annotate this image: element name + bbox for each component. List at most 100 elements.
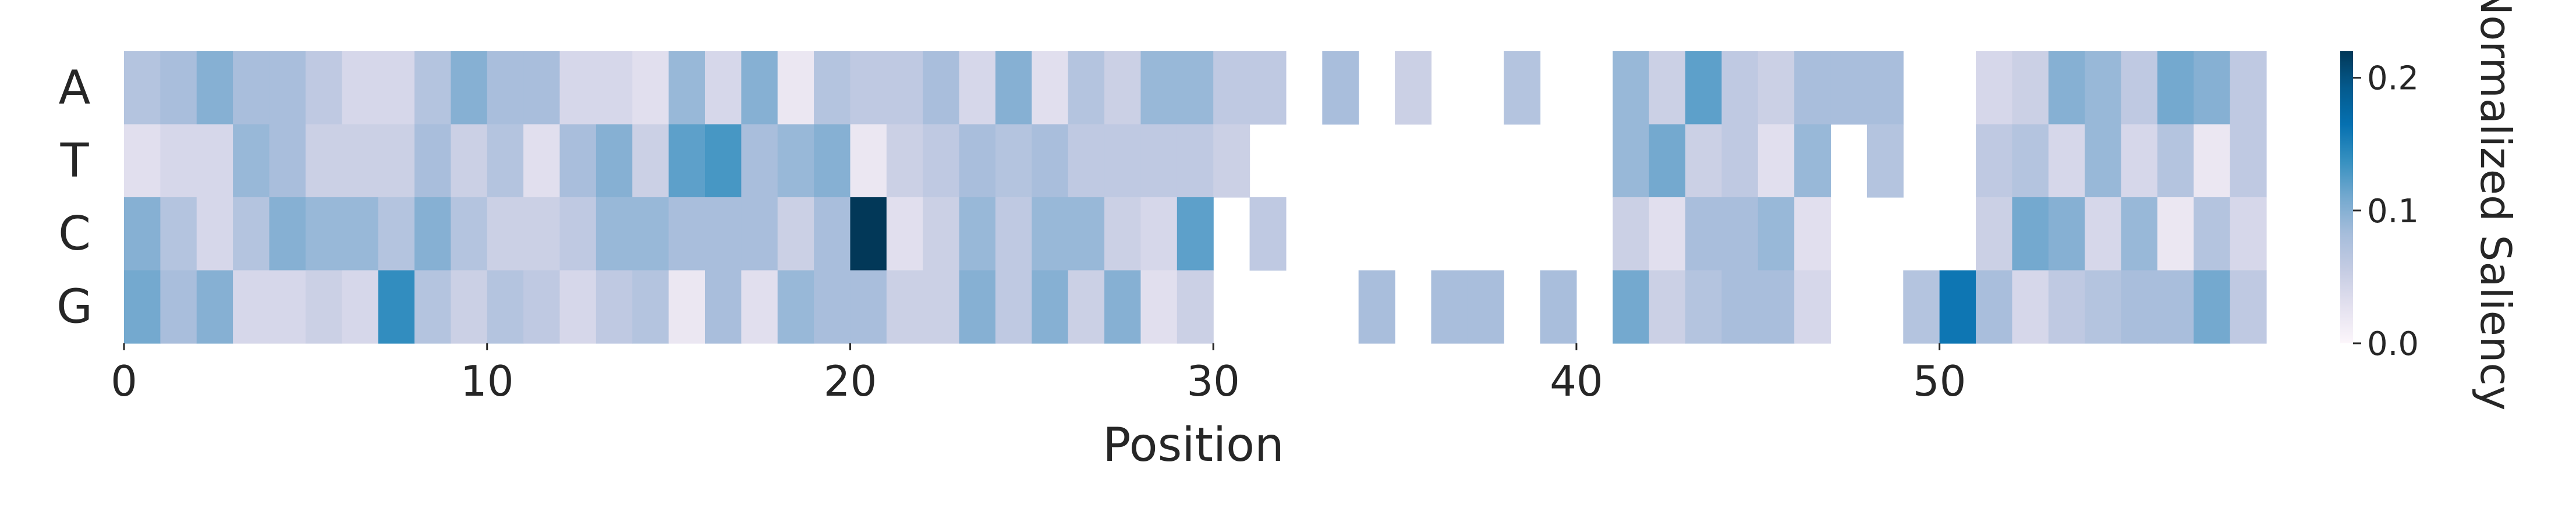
heatmap-cell-A-47 (1830, 51, 1868, 125)
heatmap-cell-T-57 (2194, 124, 2231, 198)
heatmap-cell-T-48 (1866, 124, 1904, 198)
heatmap-cell-C-46 (1794, 197, 1831, 271)
row-label-C: C (58, 207, 91, 261)
heatmap-cell-T-9 (451, 124, 488, 198)
heatmap-cell-G-42 (1649, 270, 1686, 344)
heatmap-cell-G-27 (1104, 270, 1142, 344)
heatmap-cell-A-31 (1249, 51, 1287, 125)
heatmap-cell-C-58 (2230, 197, 2267, 271)
heatmap-cell-T-11 (523, 124, 561, 198)
heatmap-cell-G-1 (160, 270, 197, 344)
heatmap-cell-G-10 (487, 270, 524, 344)
heatmap-cell-G-20 (850, 270, 887, 344)
heatmap-cell-A-53 (2048, 51, 2085, 125)
heatmap-cell-C-3 (233, 197, 270, 271)
heatmap-cell-G-37 (1467, 270, 1504, 344)
heatmap-cell-T-8 (414, 124, 451, 198)
heatmap-cell-A-21 (886, 51, 923, 125)
heatmap-cell-G-0 (124, 270, 161, 344)
heatmap-cell-C-14 (632, 197, 669, 271)
x-tick-label-10: 10 (460, 357, 514, 406)
heatmap-cell-C-5 (305, 197, 342, 271)
heatmap-cell-T-58 (2230, 124, 2267, 198)
heatmap-cell-G-44 (1721, 270, 1759, 344)
heatmap-cells (124, 51, 2267, 344)
heatmap-cell-C-1 (160, 197, 197, 271)
heatmap-cell-G-9 (451, 270, 488, 344)
heatmap-cell-C-44 (1721, 197, 1759, 271)
heatmap-cell-A-27 (1104, 51, 1142, 125)
heatmap-cell-A-10 (487, 51, 524, 125)
heatmap-cell-C-29 (1177, 197, 1214, 271)
heatmap-cell-T-26 (1068, 124, 1105, 198)
heatmap-cell-A-13 (596, 51, 633, 125)
heatmap-cell-C-52 (2012, 197, 2049, 271)
heatmap-cell-T-54 (2085, 124, 2122, 198)
heatmap-cell-T-20 (850, 124, 887, 198)
heatmap-cell-T-42 (1649, 124, 1686, 198)
heatmap-cell-G-15 (668, 270, 706, 344)
heatmap-cell-T-12 (559, 124, 597, 198)
heatmap-cell-A-19 (814, 51, 851, 125)
heatmap-cell-C-45 (1758, 197, 1795, 271)
heatmap-cell-G-12 (559, 270, 597, 344)
x-tick-label-50: 50 (1913, 357, 1966, 406)
heatmap-cell-C-41 (1613, 197, 1650, 271)
heatmap-cell-A-38 (1504, 51, 1541, 125)
heatmap-cell-A-54 (2085, 51, 2122, 125)
heatmap-cell-A-7 (378, 51, 415, 125)
heatmap-cell-T-16 (704, 124, 742, 198)
heatmap-cell-T-44 (1721, 124, 1759, 198)
heatmap-cell-C-27 (1104, 197, 1142, 271)
heatmap-cell-T-21 (886, 124, 923, 198)
x-tick-label-40: 40 (1550, 357, 1603, 406)
heatmap-cell-T-43 (1685, 124, 1722, 198)
colorbar-tick-label-0: 0.0 (2367, 325, 2419, 363)
heatmap-cell-C-9 (451, 197, 488, 271)
heatmap-cell-A-55 (2121, 51, 2158, 125)
heatmap-cell-C-10 (487, 197, 524, 271)
heatmap-cell-C-8 (414, 197, 451, 271)
heatmap-cell-G-52 (2012, 270, 2049, 344)
row-label-A: A (59, 61, 91, 115)
heatmap-cell-T-56 (2157, 124, 2194, 198)
heatmap-cell-G-50 (1939, 270, 1976, 344)
heatmap-cell-G-51 (1976, 270, 2012, 344)
heatmap-cell-A-9 (451, 51, 488, 125)
heatmap-cell-A-29 (1177, 51, 1214, 125)
heatmap-cell-G-45 (1758, 270, 1795, 344)
heatmap-cell-G-19 (814, 270, 851, 344)
heatmap-cell-A-57 (2194, 51, 2231, 125)
heatmap-cell-T-4 (269, 124, 306, 198)
row-label-T: T (60, 133, 90, 187)
heatmap-cell-T-30 (1213, 124, 1250, 198)
heatmap-cell-T-19 (814, 124, 851, 198)
heatmap-cell-T-3 (233, 124, 270, 198)
heatmap-cell-A-4 (269, 51, 306, 125)
heatmap-cell-G-43 (1685, 270, 1722, 344)
heatmap-cell-G-6 (342, 270, 379, 344)
colorbar: 0.0 0.1 0.2 Normalized Saliency (2340, 0, 2520, 411)
heatmap-cell-A-18 (777, 51, 814, 125)
heatmap-cell-T-52 (2012, 124, 2049, 198)
heatmap-cell-T-45 (1758, 124, 1795, 198)
heatmap-cell-T-7 (378, 124, 415, 198)
heatmap-cell-T-5 (305, 124, 342, 198)
heatmap-cell-G-17 (741, 270, 778, 344)
heatmap-cell-C-43 (1685, 197, 1722, 271)
heatmap-cell-C-56 (2157, 197, 2194, 271)
colorbar-ticks: 0.0 0.1 0.2 (2353, 60, 2419, 363)
heatmap-cell-A-15 (668, 51, 706, 125)
heatmap-cell-C-11 (523, 197, 561, 271)
heatmap-cell-A-24 (995, 51, 1032, 125)
heatmap-cell-C-28 (1140, 197, 1178, 271)
heatmap-cell-G-13 (596, 270, 633, 344)
heatmap-cell-C-31 (1249, 197, 1287, 271)
heatmap-cell-T-24 (995, 124, 1032, 198)
colorbar-tick-label-1: 0.1 (2367, 193, 2419, 230)
heatmap-cell-A-35 (1395, 51, 1432, 125)
heatmap-cell-A-30 (1213, 51, 1250, 125)
heatmap-cell-C-16 (704, 197, 742, 271)
heatmap-cell-G-55 (2121, 270, 2158, 344)
